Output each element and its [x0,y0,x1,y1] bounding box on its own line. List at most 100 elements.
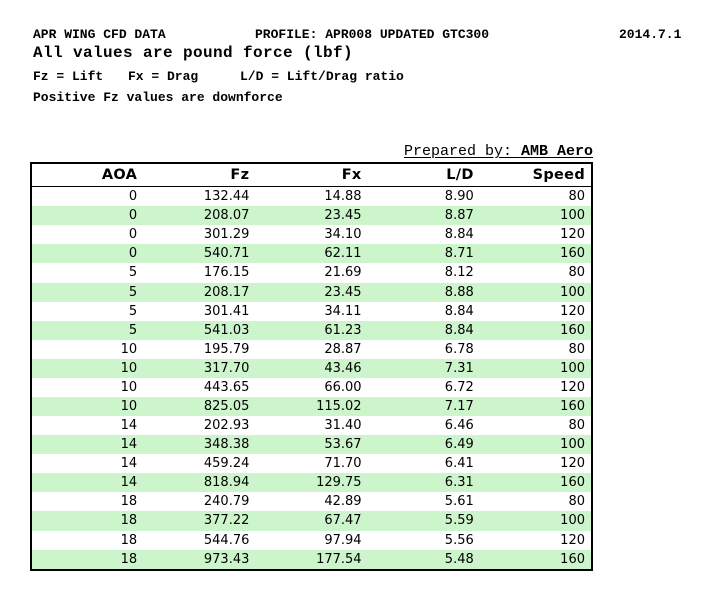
cell-speed: 100 [560,284,585,300]
table-row: 5 176.15 21.69 8.12 80 [31,263,592,282]
cell-ld: 8.84 [444,303,474,319]
cell-aoa: 10 [120,341,138,357]
col-header-fx: Fx [255,163,368,187]
cell-fz: 540.71 [203,246,250,262]
cell-aoa: 14 [120,475,138,491]
cell-fz: 818.94 [203,475,250,491]
cell-ld: 6.72 [444,379,474,395]
cell-fx: 129.75 [316,475,362,491]
table-row: 10 443.65 66.00 6.72 120 [31,378,592,397]
cell-fx: 14.88 [324,189,362,205]
cell-aoa: 14 [120,437,138,453]
cell-aoa: 10 [120,360,138,376]
cell-ld: 6.46 [444,418,474,434]
table-row: 0 301.29 34.10 8.84 120 [31,225,592,244]
cell-fz: 176.15 [203,265,250,281]
table-row: 18 973.43 177.54 5.48 160 [31,549,592,570]
cell-speed: 120 [560,456,585,472]
cell-ld: 8.84 [444,227,474,243]
cell-fz: 208.07 [203,208,250,224]
table-row: 5 541.03 61.23 8.84 160 [31,320,592,340]
cfd-data-table: AOA Fz Fx L/D Speed 0 132.44 14.88 8.90 80 0 2… [30,162,593,571]
table-row: 0 540.71 62.11 8.71 160 [31,244,592,264]
cell-fz: 132.44 [203,189,250,205]
cell-speed: 160 [560,475,585,491]
doc-title: APR WING CFD DATA [33,27,166,42]
cell-aoa: 18 [120,551,138,567]
table-row: 10 195.79 28.87 6.78 80 [31,340,592,359]
cell-fz: 541.03 [203,322,250,338]
cell-fx: 21.69 [324,265,362,281]
col-header-speed: Speed [479,163,592,187]
cell-fz: 443.65 [203,379,250,395]
cell-fx: 67.47 [324,513,362,529]
table-row: 5 301.41 34.11 8.84 120 [31,302,592,321]
cell-speed: 120 [560,532,585,548]
table-row: 0 208.07 23.45 8.87 100 [31,206,592,226]
cell-speed: 160 [560,246,585,262]
cell-aoa: 0 [128,189,138,205]
table-body: 0 132.44 14.88 8.90 80 0 208.07 23.45 8.87 100 0 30… [31,187,592,570]
cell-aoa: 18 [120,513,138,529]
cell-aoa: 5 [128,322,138,338]
table-header-row: AOA Fz Fx L/D Speed [31,163,592,187]
cell-aoa: 0 [128,227,138,243]
cell-fz: 377.22 [203,513,250,529]
cell-speed: 100 [560,513,585,529]
cell-speed: 80 [568,265,585,281]
cell-ld: 8.87 [444,208,474,224]
cell-fx: 62.11 [324,246,362,262]
cell-speed: 80 [568,189,585,205]
cell-ld: 6.78 [444,341,474,357]
cell-aoa: 10 [120,379,138,395]
cell-fx: 115.02 [316,399,362,415]
cell-speed: 160 [560,322,585,338]
cell-fx: 61.23 [324,322,362,338]
cell-fz: 973.43 [203,551,250,567]
cell-fx: 23.45 [324,208,362,224]
table-row: 10 825.05 115.02 7.17 160 [31,396,592,417]
cell-ld: 6.49 [444,437,474,453]
cell-speed: 80 [568,341,585,357]
cell-ld: 5.56 [444,532,474,548]
cell-fz: 202.93 [203,418,250,434]
table-row: 14 818.94 129.75 6.31 160 [31,473,592,493]
cell-speed: 120 [560,227,585,243]
cell-fx: 71.70 [324,456,362,472]
doc-note: Positive Fz values are downforce [33,90,283,105]
doc-profile: PROFILE: APR008 UPDATED GTC300 [255,27,490,42]
cell-fx: 97.94 [324,532,362,548]
prepared-by-line: Prepared by: AMB Aero [30,143,593,160]
cell-aoa: 18 [120,532,138,548]
prepared-by-label: Prepared by: [403,143,521,160]
table-row: 18 240.79 42.89 5.61 80 [31,492,592,511]
cell-fz: 208.17 [203,284,250,300]
cell-ld: 6.31 [444,475,474,491]
cell-aoa: 0 [128,208,138,224]
table-row: 14 459.24 71.70 6.41 120 [31,454,592,473]
cell-aoa: 14 [120,418,138,434]
cell-fx: 53.67 [324,437,362,453]
cell-aoa: 14 [120,456,138,472]
cell-ld: 8.84 [444,322,474,338]
cell-ld: 7.31 [444,360,474,376]
col-header-aoa: AOA [31,163,144,187]
document-header-line: APR WING CFD DATA PROFILE: APR008 UPDATE… [0,27,720,43]
cell-speed: 80 [568,494,585,510]
cell-fz: 195.79 [203,341,250,357]
table-row: 14 202.93 31.40 6.46 80 [31,416,592,435]
cell-speed: 160 [560,399,585,415]
cell-aoa: 10 [120,399,138,415]
col-header-ld: L/D [367,163,480,187]
cell-ld: 8.12 [444,265,474,281]
cell-ld: 8.88 [444,284,474,300]
prepared-by-name: AMB Aero [520,143,593,160]
cell-speed: 100 [560,360,585,376]
cell-fx: 43.46 [324,360,362,376]
cell-fz: 240.79 [203,494,250,510]
legend-fx: Fx = Drag [128,69,199,84]
doc-date: 2014.7.1 [619,27,682,42]
cell-speed: 80 [568,418,585,434]
table-row: 0 132.44 14.88 8.90 80 [31,187,592,207]
cell-fz: 544.76 [203,532,250,548]
